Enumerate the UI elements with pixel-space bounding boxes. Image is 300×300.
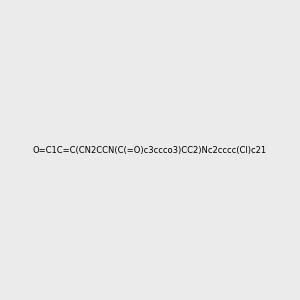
Text: O=C1C=C(CN2CCN(C(=O)c3ccco3)CC2)Nc2cccc(Cl)c21: O=C1C=C(CN2CCN(C(=O)c3ccco3)CC2)Nc2cccc(…	[33, 146, 267, 154]
